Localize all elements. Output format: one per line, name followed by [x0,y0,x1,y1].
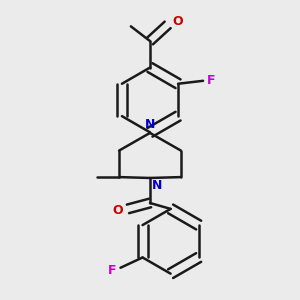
Text: N: N [145,118,155,130]
Text: F: F [207,74,215,87]
Text: F: F [108,264,116,277]
Text: O: O [172,15,183,28]
Text: O: O [112,204,123,217]
Text: N: N [152,179,162,192]
